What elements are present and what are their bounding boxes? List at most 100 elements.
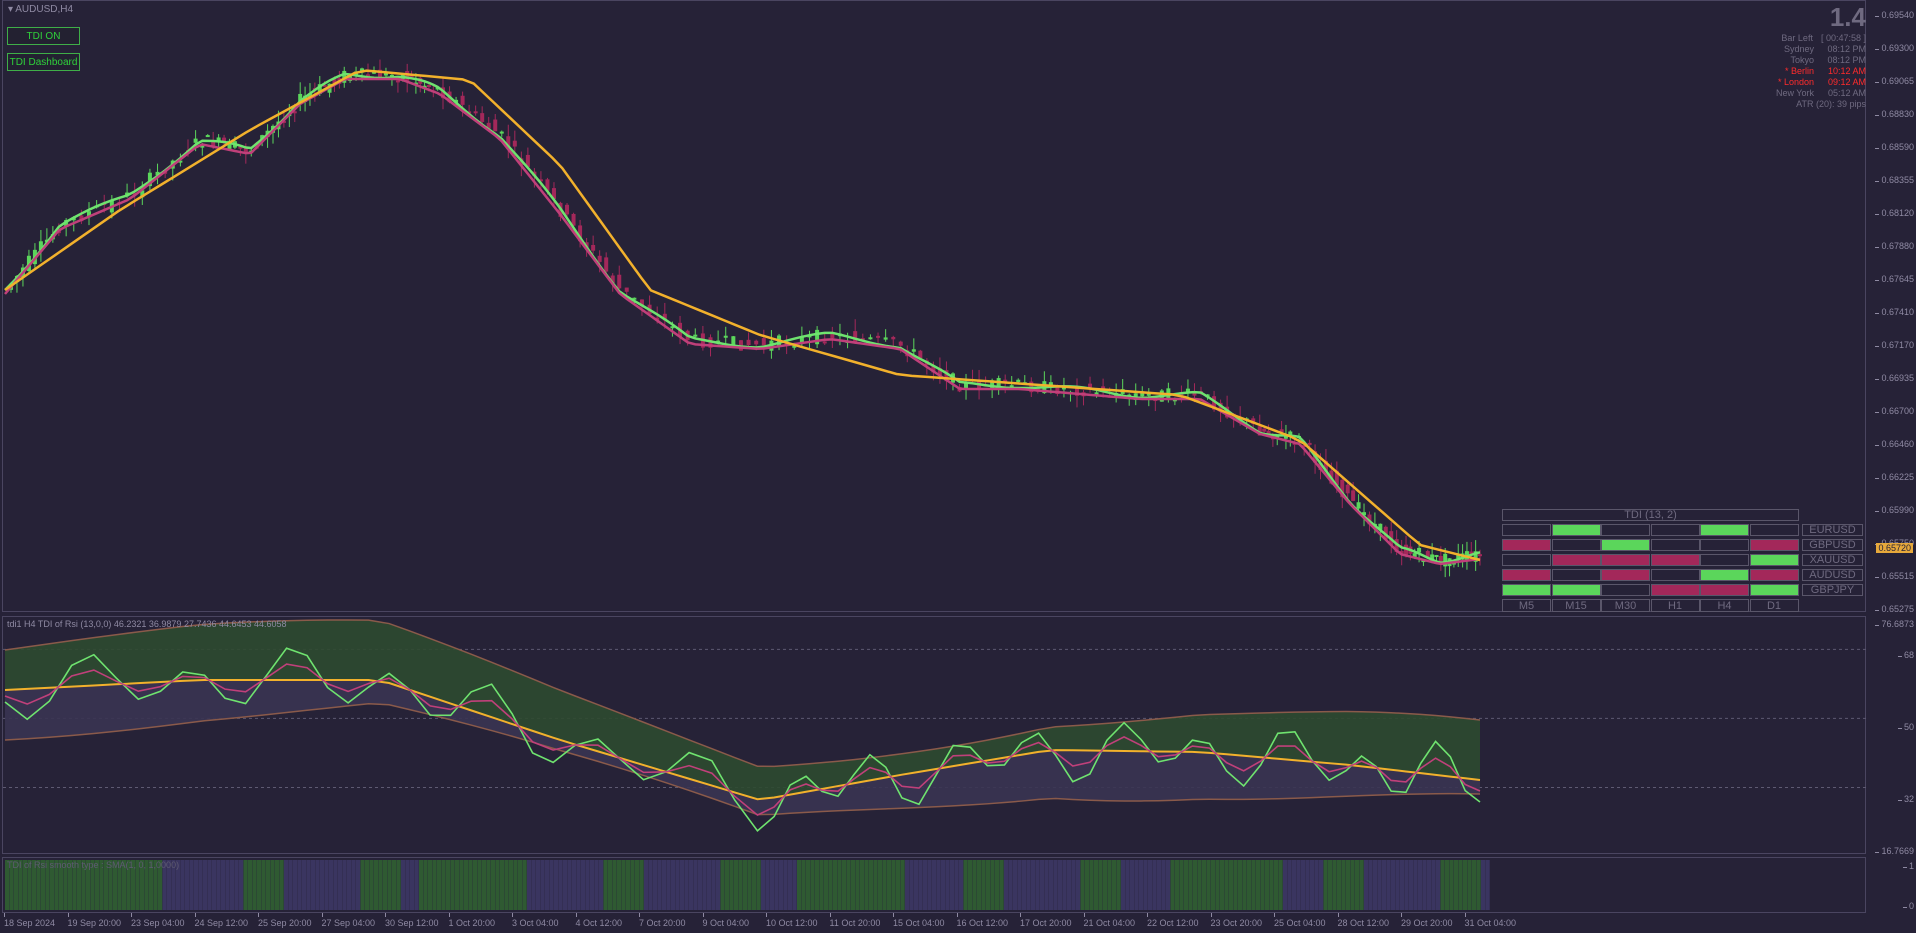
time-axis[interactable]: 18 Sep 2024 19 Sep 20:00 23 Sep 04:00 24 Se… [2, 913, 1866, 933]
histogram-bar [284, 860, 289, 910]
histogram-bar [306, 860, 311, 910]
histogram-bar [1283, 860, 1288, 910]
histogram-bar [203, 860, 208, 910]
histogram-bar [950, 860, 955, 910]
time-label: 11 Oct 20:00 [829, 913, 881, 928]
histogram-bar [225, 860, 230, 910]
candle-body [1478, 554, 1482, 557]
histogram-bar [302, 860, 307, 910]
histogram-bar [986, 860, 991, 910]
candle-body [1473, 551, 1478, 562]
candle-body [1323, 460, 1328, 472]
histogram-bar [1233, 860, 1238, 910]
histogram-bar [806, 860, 811, 910]
histogram-bar [783, 860, 788, 910]
histogram-bar [1053, 860, 1058, 910]
histogram-bar [590, 860, 595, 910]
candle-body [632, 297, 637, 300]
histogram-bar [729, 860, 734, 910]
tdi-indicator-pane[interactable] [2, 616, 1866, 854]
chart-symbol-title[interactable]: ▾ AUDUSD,H4 [8, 4, 74, 15]
candle-body [322, 84, 327, 87]
histogram-bar [873, 860, 878, 910]
histogram-bar [1193, 860, 1198, 910]
histogram-bar [1341, 860, 1346, 910]
histogram-bar [945, 860, 950, 910]
tdi-histogram-pane[interactable] [2, 857, 1866, 913]
tdi-dashboard-button[interactable]: TDI Dashboard [7, 53, 80, 71]
price-scale[interactable]: 0.69540 0.69300 0.69065 0.68830 0.68590 0.683… [1866, 0, 1916, 915]
dashboard-timeframe-m30[interactable]: M30 [1601, 599, 1650, 612]
candle-body [366, 74, 371, 77]
histogram-bar [549, 860, 554, 910]
histogram-bar [833, 860, 838, 910]
candle-body [238, 146, 243, 149]
histogram-bar [693, 860, 698, 910]
candle-body [591, 244, 596, 251]
session-label: New York [1775, 88, 1814, 98]
indicator-scale-tick: 1 [1902, 861, 1914, 871]
price-tick: 0.67410 [1875, 307, 1914, 317]
histogram-bar [936, 860, 941, 910]
histogram-bar [1445, 860, 1450, 910]
candle-body [79, 215, 84, 222]
dashboard-timeframe-m5[interactable]: M5 [1502, 599, 1551, 612]
session-label: * London [1777, 77, 1814, 87]
time-label: 9 Oct 04:00 [702, 913, 750, 928]
histogram-bar [162, 860, 167, 910]
histogram-bar [1148, 860, 1153, 910]
dashboard-timeframe-d1[interactable]: D1 [1749, 599, 1799, 612]
histogram-bar [1062, 860, 1067, 910]
histogram-bar [770, 860, 775, 910]
histogram-bar [819, 860, 824, 910]
tdi-on-button[interactable]: TDI ON [7, 27, 80, 45]
dashboard-timeframe-h4[interactable]: H4 [1700, 599, 1749, 612]
price-chart-pane[interactable] [2, 0, 1866, 612]
candle-body [538, 179, 543, 182]
candle-body [155, 171, 160, 176]
histogram-bar [144, 860, 149, 910]
candle-body [395, 80, 400, 83]
histogram-bar [14, 860, 19, 910]
dashboard-timeframe-h1[interactable]: H1 [1650, 599, 1700, 612]
histogram-bar [36, 860, 41, 910]
dashboard-timeframe-m15[interactable]: M15 [1551, 599, 1601, 612]
session-time: 05:12 AM [1827, 88, 1866, 98]
histogram-bar [1427, 860, 1432, 910]
histogram-bar [423, 860, 428, 910]
candle-body [944, 370, 949, 382]
histogram-bar [1422, 860, 1427, 910]
candle-body [964, 381, 969, 389]
candle-body [1185, 388, 1190, 392]
candle-body [1009, 385, 1014, 388]
dashboard-symbol-gbpjpy[interactable]: GBPJPY [1802, 584, 1863, 596]
dashboard-signal-cell [1700, 569, 1749, 581]
histogram-bar [1044, 860, 1049, 910]
histogram-bar [135, 860, 140, 910]
histogram-bar [1449, 860, 1454, 910]
candle-body [480, 113, 485, 122]
candle-body [662, 313, 667, 321]
dashboard-symbol-audusd[interactable]: AUDUSD [1802, 569, 1863, 581]
candle-body [1192, 391, 1197, 396]
candle-body [670, 326, 675, 329]
dashboard-symbol-eurusd[interactable]: EURUSD [1802, 524, 1863, 536]
dashboard-symbol-gbpusd[interactable]: GBPUSD [1802, 539, 1863, 551]
histogram-bar [1103, 860, 1108, 910]
histogram-bar [221, 860, 226, 910]
histogram-bar [351, 860, 356, 910]
dashboard-signal-cell [1551, 569, 1601, 581]
histogram-bar [234, 860, 239, 910]
histogram-bar [509, 860, 514, 910]
histogram-bar [527, 860, 532, 910]
candle-body [746, 339, 751, 346]
histogram-bar [612, 860, 617, 910]
candle-body [1367, 514, 1372, 525]
histogram-bar [207, 860, 212, 910]
histogram-bar [32, 860, 37, 910]
candle-body [486, 122, 491, 129]
dashboard-symbol-xauusd[interactable]: XAUUSD [1802, 554, 1863, 566]
dashboard-signal-cell [1551, 584, 1601, 596]
histogram-bar [230, 860, 235, 910]
dashboard-signal-cell [1601, 584, 1650, 596]
